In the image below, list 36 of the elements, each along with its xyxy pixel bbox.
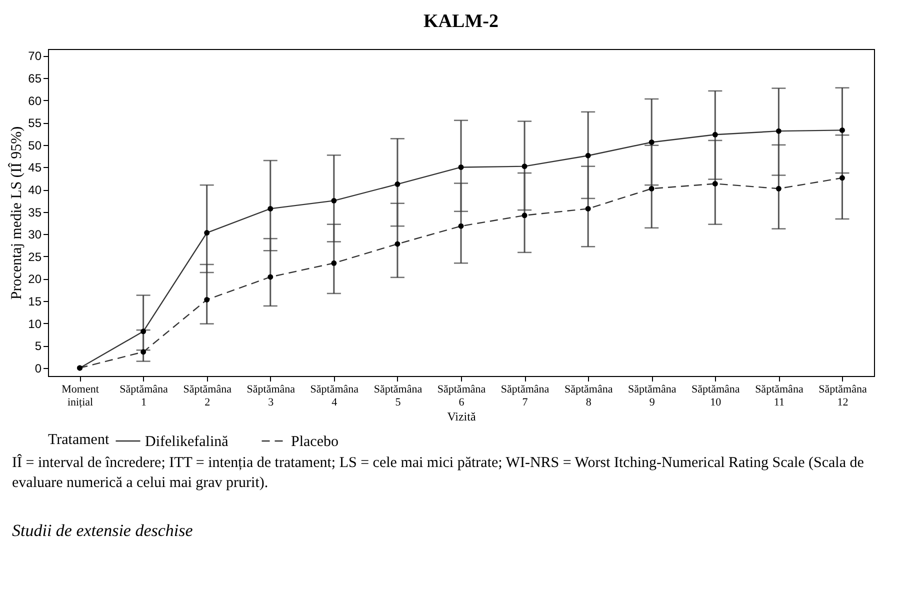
- chart-title: KALM-2: [424, 11, 498, 32]
- x-tick-label: Săptămâna 8: [564, 384, 613, 408]
- x-tick-label: Săptămâna 3: [246, 384, 296, 408]
- x-tick-label: Săptămâna 7: [500, 384, 550, 408]
- y-tick-label: 40: [28, 183, 42, 198]
- y-tick-label: 5: [34, 339, 42, 354]
- y-tick-label: 35: [28, 205, 42, 220]
- y-tick-label: 50: [28, 138, 42, 152]
- legend-title: Tratament: [48, 432, 110, 448]
- y-tick-label: 60: [28, 94, 42, 108]
- x-tick-label: Moment inițial: [62, 384, 99, 408]
- x-tick-label: Săptămâna 11: [755, 384, 804, 408]
- x-tick-label: Săptămâna 1: [120, 384, 168, 408]
- y-tick-label: 45: [28, 160, 42, 175]
- x-tick-label: Săptămâna 10: [692, 384, 740, 408]
- y-tick-label: 30: [28, 228, 42, 242]
- y-tick-label: 15: [28, 294, 42, 309]
- x-tick-label: Săptămâna 9: [628, 384, 676, 408]
- legend-label: Difelikefalină: [145, 434, 229, 450]
- y-tick-label: 65: [28, 71, 42, 86]
- y-tick-label: 70: [28, 49, 42, 64]
- legend-label: Placebo: [291, 434, 338, 450]
- y-tick-label: 25: [28, 250, 42, 264]
- text: Studii de extensie deschise: [12, 521, 194, 541]
- x-tick-label: Săptămâna 12: [818, 384, 867, 408]
- x-tick-label: Săptămâna 5: [374, 384, 422, 408]
- x-tick-label: Săptămâna 2: [183, 384, 232, 408]
- text: IÎ = interval de încredere; ITT = intenția de tratament; LS = cele mai mici pătrate; WI-NRS = Worst Itching-Numerical Rating Scale (Scala de evaluare numerică a celui mai grav prurit).: [12, 453, 865, 493]
- x-axis-title: Vizită: [447, 410, 476, 424]
- x-tick-label: Săptămâna 6: [437, 384, 486, 408]
- y-tick-label: 0: [34, 361, 42, 376]
- y-tick-label: 20: [28, 272, 42, 286]
- y-axis-title: Procentaj medie LS (IÎ 95%): [8, 126, 26, 300]
- y-tick-label: 10: [28, 316, 42, 331]
- x-tick-label: Săptămâna 4: [310, 384, 359, 408]
- y-tick-label: 55: [28, 116, 42, 130]
